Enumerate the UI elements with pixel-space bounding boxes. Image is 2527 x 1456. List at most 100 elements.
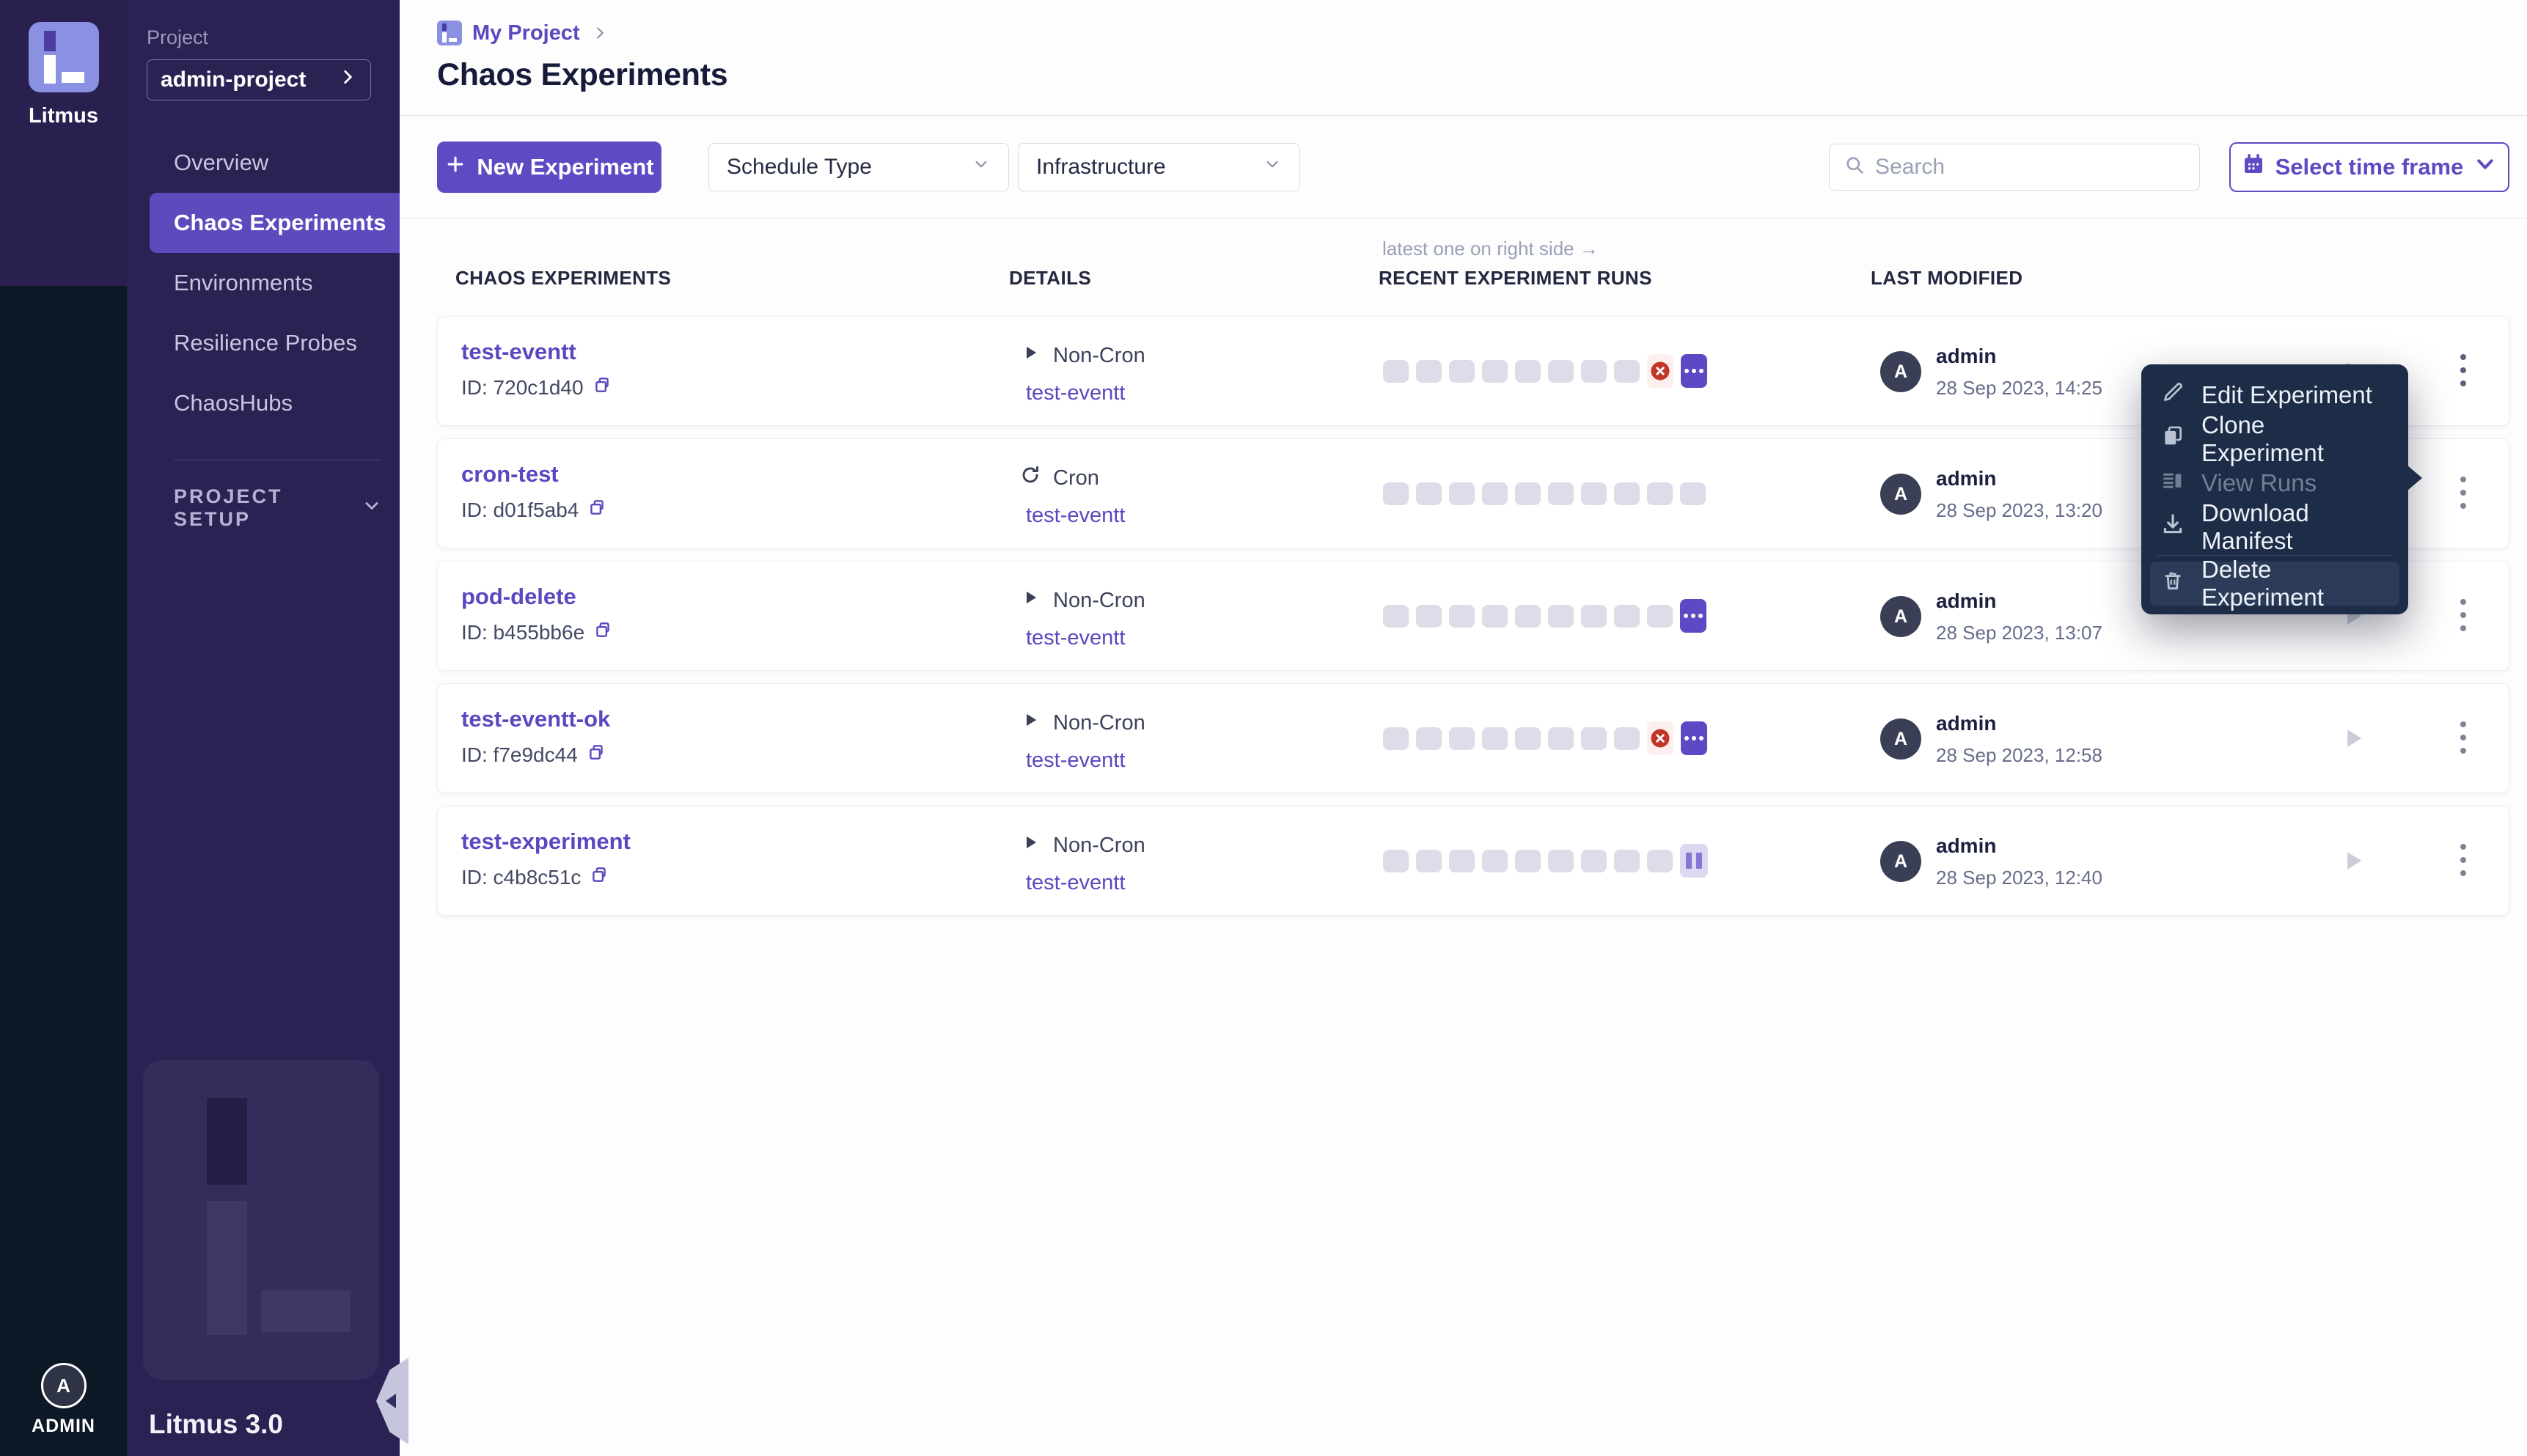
row-menu-button[interactable] xyxy=(2456,717,2471,758)
sidebar-item-overview[interactable]: Overview xyxy=(174,150,269,175)
run-indicator-empty xyxy=(1548,604,1574,628)
modified-by: admin xyxy=(1936,467,1997,490)
experiment-name-link[interactable]: cron-test xyxy=(461,461,559,487)
schedule-type: Non-Cron xyxy=(1053,710,1145,735)
avatar: A xyxy=(1880,841,1921,882)
new-experiment-button[interactable]: New Experiment xyxy=(437,141,661,193)
page-title: Chaos Experiments xyxy=(437,57,728,92)
run-indicator-empty xyxy=(1482,849,1508,872)
cron-icon xyxy=(1019,464,1041,492)
copy-icon[interactable] xyxy=(590,865,609,889)
run-indicator-running[interactable] xyxy=(1680,599,1706,633)
schedule-type: Non-Cron xyxy=(1053,833,1145,857)
run-indicator-empty xyxy=(1482,482,1508,505)
select-time-frame-button[interactable]: Select time frame xyxy=(2229,141,2509,192)
run-indicator-failed[interactable] xyxy=(1647,721,1673,755)
run-indicator-empty xyxy=(1416,849,1442,872)
run-indicator-empty xyxy=(1614,604,1640,628)
user-menu[interactable]: A ADMIN xyxy=(0,1363,127,1437)
breadcrumb-project-link[interactable]: My Project xyxy=(472,21,580,45)
run-indicator-empty xyxy=(1515,727,1541,750)
menu-item-edit-experiment[interactable]: Edit Experiment xyxy=(2150,373,2399,417)
run-indicator-empty xyxy=(1416,604,1442,628)
copy-icon[interactable] xyxy=(587,743,606,767)
run-indicator-empty xyxy=(1482,604,1508,628)
chevron-down-icon xyxy=(972,155,991,180)
infrastructure-dropdown[interactable]: Infrastructure xyxy=(1018,142,1300,191)
infrastructure-link[interactable]: test-eventt xyxy=(1026,749,1126,772)
chevron-down-icon xyxy=(2473,152,2497,182)
user-role-label: ADMIN xyxy=(32,1416,95,1436)
experiment-id: ID: 720c1d40 xyxy=(461,375,584,399)
schedule-type-dropdown[interactable]: Schedule Type xyxy=(708,142,1009,191)
run-indicator-empty xyxy=(1614,849,1640,872)
infrastructure-link[interactable]: test-eventt xyxy=(1026,871,1126,894)
infrastructure-link[interactable]: test-eventt xyxy=(1026,381,1126,405)
run-indicator-empty xyxy=(1416,482,1442,505)
experiment-id: ID: d01f5ab4 xyxy=(461,498,579,521)
clone-icon xyxy=(2160,424,2185,455)
modified-date: 28 Sep 2023, 12:40 xyxy=(1936,867,2102,889)
calendar-icon xyxy=(2242,152,2265,182)
schedule-type: Non-Cron xyxy=(1053,588,1145,612)
run-indicator-empty xyxy=(1416,359,1442,383)
collapse-arrow-icon xyxy=(386,1394,396,1408)
menu-item-clone-experiment[interactable]: Clone Experiment xyxy=(2150,411,2399,466)
run-indicator-empty xyxy=(1647,849,1673,872)
modified-by: admin xyxy=(1936,712,1997,735)
modified-by: admin xyxy=(1936,589,1997,612)
trash-icon xyxy=(2160,568,2185,599)
row-menu-button[interactable] xyxy=(2456,472,2471,513)
sidebar-item-chaos-experiments[interactable]: Chaos Experiments xyxy=(150,193,400,253)
sidebar: Project admin-project Overview Chaos Exp… xyxy=(127,0,400,1456)
run-indicator-empty xyxy=(1449,849,1475,872)
experiment-name-link[interactable]: pod-delete xyxy=(461,584,576,609)
menu-divider xyxy=(2157,555,2392,556)
run-indicator-empty xyxy=(1581,849,1607,872)
row-menu-button[interactable] xyxy=(2456,839,2471,880)
copy-icon[interactable] xyxy=(593,375,612,400)
column-header-experiments: CHAOS EXPERIMENTS xyxy=(455,267,672,289)
copy-icon[interactable] xyxy=(593,620,612,644)
infrastructure-link[interactable]: test-eventt xyxy=(1026,626,1126,650)
schedule-type: Cron xyxy=(1053,466,1099,490)
menu-item-download-manifest[interactable]: Download Manifest xyxy=(2150,499,2399,554)
sidebar-item-chaoshubs[interactable]: ChaosHubs xyxy=(174,390,293,416)
menu-item-delete-experiment[interactable]: Delete Experiment xyxy=(2150,556,2399,611)
run-experiment-button[interactable] xyxy=(2337,724,2366,753)
run-indicator-running[interactable] xyxy=(1681,721,1707,755)
avatar: A xyxy=(1880,351,1921,392)
search-input[interactable] xyxy=(1875,154,2185,180)
run-indicator-empty xyxy=(1383,727,1409,750)
brand-label: Litmus xyxy=(28,104,99,128)
run-indicator-empty xyxy=(1449,604,1475,628)
run-indicator-paused[interactable] xyxy=(1680,844,1708,878)
sidebar-item-environments[interactable]: Environments xyxy=(174,270,313,295)
run-indicator-empty xyxy=(1515,604,1541,628)
avatar: A xyxy=(1880,474,1921,515)
experiment-name-link[interactable]: test-experiment xyxy=(461,828,631,854)
page-header: My Project Chaos Experiments xyxy=(400,0,2527,93)
sidebar-item-resilience-probes[interactable]: Resilience Probes xyxy=(174,330,357,356)
project-select[interactable]: admin-project xyxy=(147,59,371,100)
copy-icon[interactable] xyxy=(587,498,606,522)
run-indicator-failed[interactable] xyxy=(1647,354,1673,388)
row-menu-button[interactable] xyxy=(2456,350,2471,391)
recent-runs xyxy=(1383,684,1707,793)
infrastructure-link[interactable]: test-eventt xyxy=(1026,504,1126,527)
row-menu-button[interactable] xyxy=(2456,595,2471,636)
column-header-details: DETAILS xyxy=(1009,267,1092,289)
experiment-name-link[interactable]: test-eventt xyxy=(461,339,576,364)
new-experiment-label: New Experiment xyxy=(477,153,654,180)
run-experiment-button[interactable] xyxy=(2337,846,2366,875)
run-indicator-empty xyxy=(1383,482,1409,505)
run-indicator-running[interactable] xyxy=(1681,354,1707,388)
run-indicator-empty xyxy=(1647,482,1673,505)
run-indicator-empty xyxy=(1548,727,1574,750)
project-setup-toggle[interactable]: PROJECT SETUP xyxy=(174,485,382,531)
avatar: A xyxy=(1880,596,1921,637)
column-header-last-modified: LAST MODIFIED xyxy=(1871,267,2023,289)
user-avatar[interactable]: A xyxy=(40,1363,87,1408)
experiment-name-link[interactable]: test-eventt-ok xyxy=(461,706,611,732)
main-content: My Project Chaos Experiments New Experim… xyxy=(400,0,2527,1456)
